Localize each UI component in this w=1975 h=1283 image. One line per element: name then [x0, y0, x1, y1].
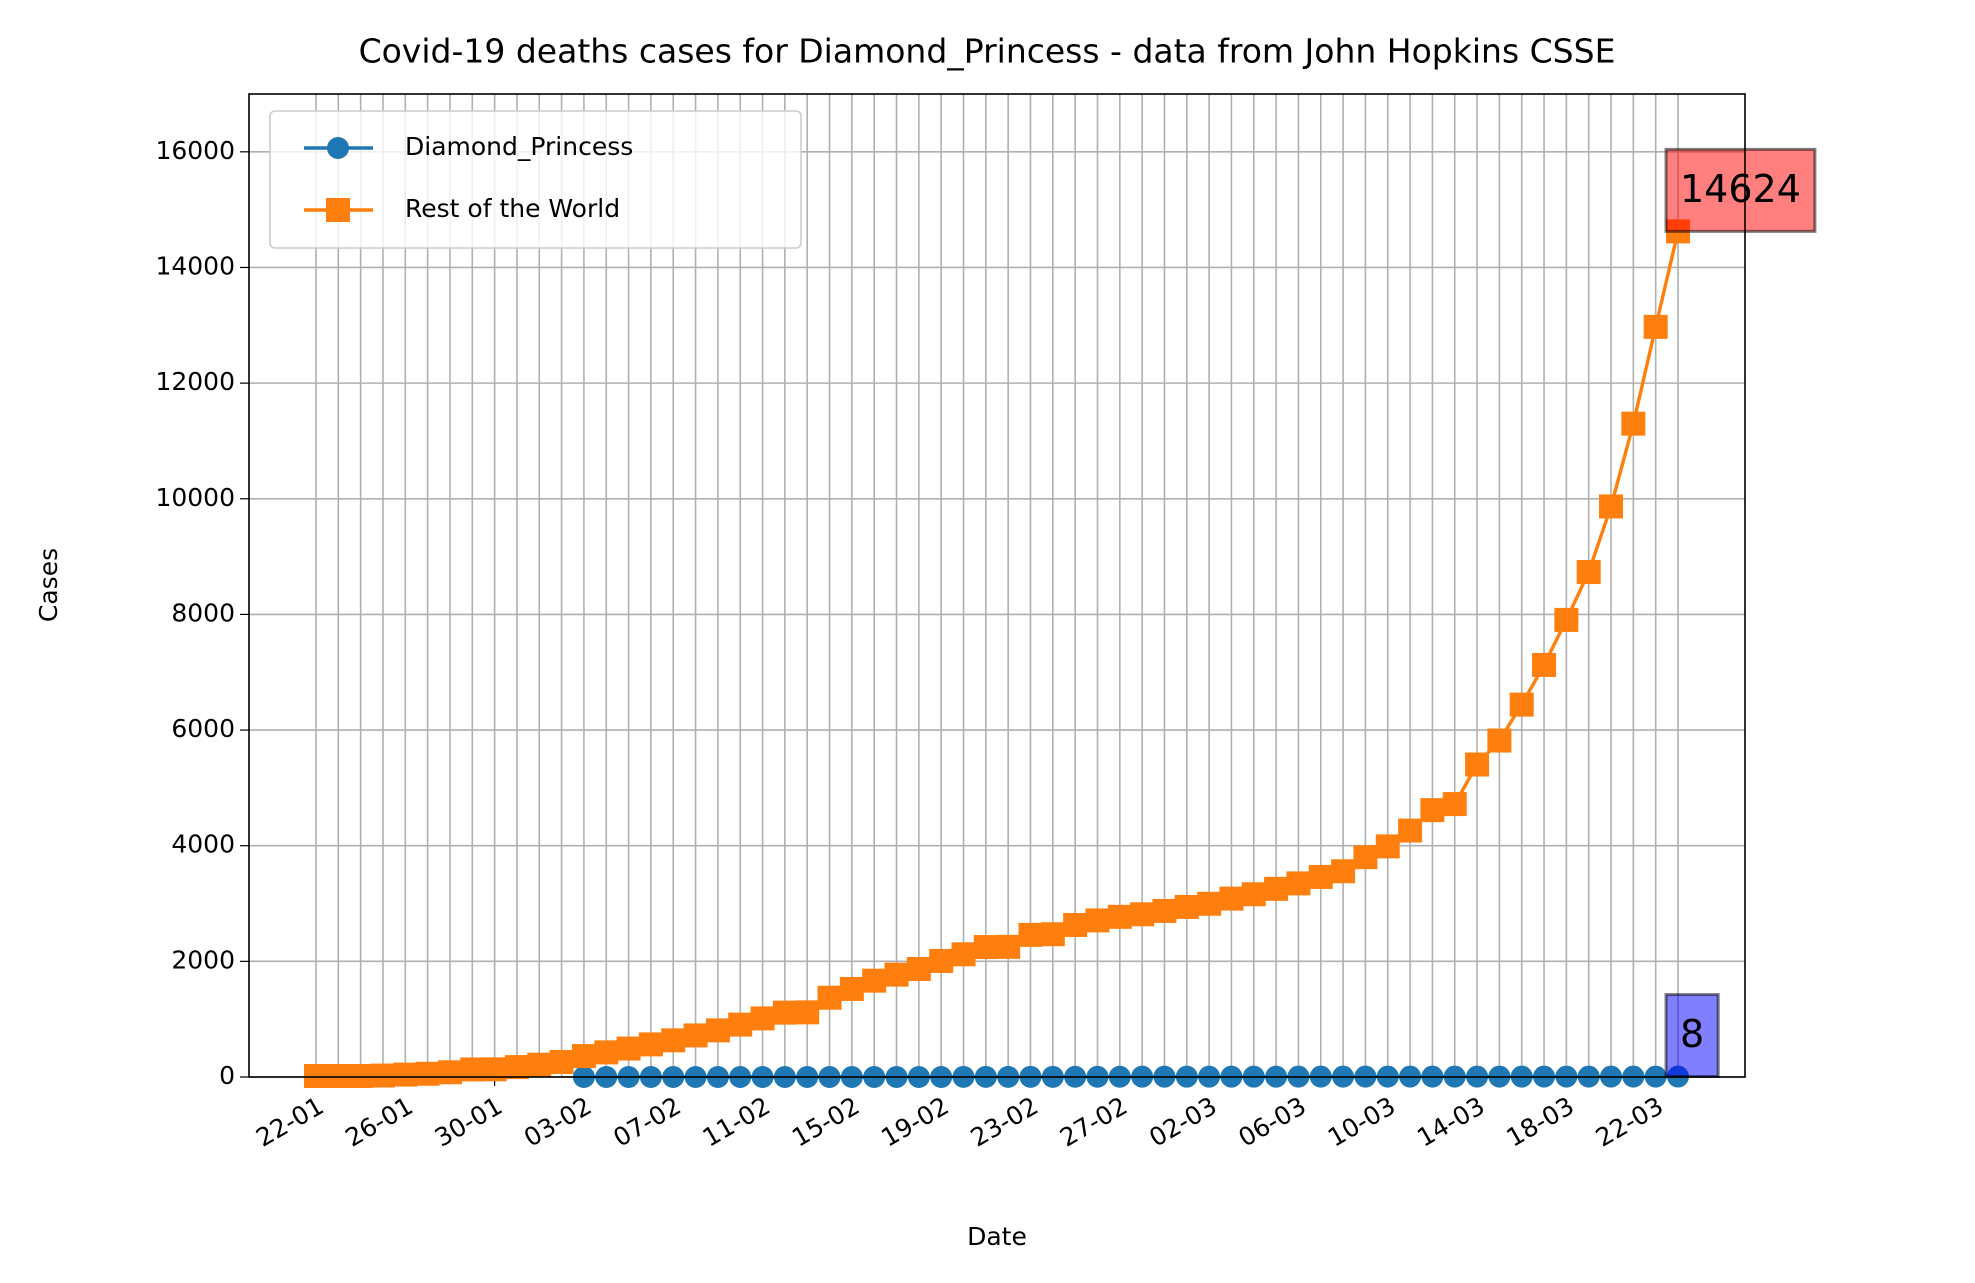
data-point: [683, 1023, 708, 1048]
data-point: [705, 1018, 730, 1043]
data-point: [1286, 871, 1311, 896]
data-point: [1599, 494, 1624, 519]
legend-marker: [326, 198, 350, 222]
data-point: [1174, 894, 1199, 919]
data-point: [728, 1012, 753, 1037]
data-point: [906, 956, 931, 981]
value-annotation: 14624: [1664, 147, 1817, 233]
annotation-box: [1664, 147, 1817, 233]
y-tick-label: 16000: [155, 136, 235, 165]
annotation-box: [1664, 993, 1720, 1079]
y-tick-label: 2000: [171, 945, 235, 974]
data-point: [1018, 922, 1043, 947]
legend: Diamond_Princess Rest of the World: [269, 110, 802, 249]
data-point: [1576, 560, 1601, 585]
annotation-label: 14624: [1680, 167, 1801, 211]
data-point: [1241, 882, 1266, 907]
data-point: [1085, 908, 1110, 933]
data-point: [571, 1044, 596, 1069]
data-point: [1130, 902, 1155, 927]
data-point: [1152, 898, 1177, 923]
data-point: [929, 948, 954, 973]
data-point: [415, 1061, 440, 1086]
data-point: [839, 976, 864, 1001]
value-annotation: 8: [1664, 993, 1720, 1079]
data-point: [1554, 607, 1579, 632]
data-point: [1509, 692, 1534, 717]
y-tick-label: 14000: [155, 251, 235, 280]
data-point: [527, 1052, 552, 1077]
data-point: [772, 1000, 797, 1025]
data-point: [1331, 859, 1356, 884]
data-point: [795, 1000, 820, 1025]
data-point: [504, 1055, 529, 1080]
legend-label: Rest of the World: [405, 194, 620, 223]
data-point: [326, 1064, 351, 1089]
data-point: [460, 1057, 485, 1082]
data-point: [1398, 818, 1423, 843]
y-axis-label: Cases: [34, 548, 63, 622]
legend-marker: [327, 137, 349, 159]
data-point: [370, 1063, 395, 1088]
data-point: [1107, 904, 1132, 929]
y-tick-label: 12000: [155, 367, 235, 396]
data-point: [1643, 314, 1668, 339]
x-axis-label: Date: [967, 1222, 1027, 1251]
legend-box: [269, 110, 802, 249]
data-point: [616, 1036, 641, 1061]
data-point: [1219, 886, 1244, 911]
y-tick-label: 0: [219, 1061, 235, 1090]
data-point: [1063, 912, 1088, 937]
chart-title: Covid-19 deaths cases for Diamond_Prince…: [359, 32, 1616, 71]
data-point: [393, 1062, 418, 1087]
plot-frame: [248, 93, 1746, 1078]
data-point: [1197, 891, 1222, 916]
data-point: [951, 942, 976, 967]
data-point: [1264, 876, 1289, 901]
data-point: [884, 962, 909, 987]
data-point: [1621, 411, 1646, 436]
data-point: [1487, 728, 1512, 753]
data-point: [594, 1040, 619, 1065]
data-point: [348, 1064, 373, 1089]
data-point: [638, 1032, 663, 1057]
data-point: [817, 985, 842, 1010]
data-point: [549, 1050, 574, 1075]
y-tick-label: 10000: [155, 483, 235, 512]
annotation-label: 8: [1680, 1012, 1704, 1056]
data-point: [437, 1060, 462, 1085]
data-point: [1353, 845, 1378, 870]
data-point: [750, 1006, 775, 1031]
y-tick-label: 4000: [171, 830, 235, 859]
data-point: [1442, 792, 1467, 817]
legend-label: Diamond_Princess: [405, 132, 633, 161]
data-point: [1465, 752, 1490, 777]
data-point: [1308, 864, 1333, 889]
data-point: [1040, 922, 1065, 947]
data-point: [661, 1028, 686, 1053]
data-point: [303, 1064, 328, 1089]
data-point: [1420, 798, 1445, 823]
data-point: [1375, 834, 1400, 859]
y-tick-label: 6000: [171, 714, 235, 743]
data-point: [996, 934, 1021, 959]
data-point: [862, 968, 887, 993]
data-point: [1532, 652, 1557, 677]
y-tick-label: 8000: [171, 598, 235, 627]
data-point: [973, 935, 998, 960]
